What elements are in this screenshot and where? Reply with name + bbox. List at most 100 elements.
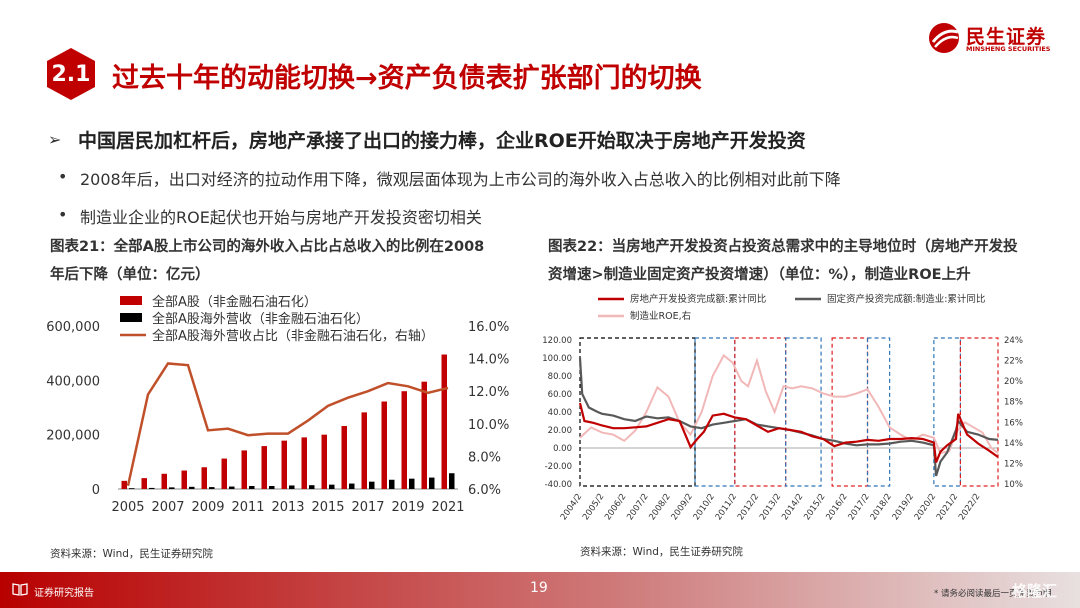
right-axis-tick-label: 14% — [1004, 439, 1023, 449]
left-axis-tick-label: -40.00 — [545, 480, 572, 490]
key-point-heading: 中国居民加杠杆后，房地产承接了出口的接力棒，企业ROE开始取决于房地产开发投资 — [78, 130, 806, 152]
x-axis-tick-label: 2011 — [231, 500, 264, 515]
x-axis-tick-label: 2019/2 — [891, 492, 916, 522]
right-chart-source: 资料来源：Wind，民生证券研究院 — [580, 546, 743, 558]
bar-overseas-revenue — [409, 478, 415, 489]
right-axis-tick-label: 6.0% — [468, 483, 501, 498]
right-chart-title: 图表22：当房地产开发投资占投资总需求中的主导地位时（房地产开发投 资增速>制造… — [548, 239, 1018, 283]
left-axis-tick-label: -20.00 — [545, 462, 572, 472]
right-axis-tick-label: 14.0% — [468, 353, 509, 368]
footer-bar — [0, 572, 1080, 608]
bar-overseas-revenue — [349, 483, 355, 489]
x-axis-tick-label: 2021 — [431, 500, 464, 515]
bullet-dot-icon: • — [58, 167, 68, 186]
bar-total-revenue — [121, 480, 127, 489]
footer-label: 证券研究报告 — [34, 588, 94, 599]
bar-total-revenue — [221, 458, 227, 489]
legend-swatch — [120, 296, 142, 305]
hexagon-icon — [47, 48, 95, 100]
bar-overseas-revenue — [389, 479, 395, 489]
disclaimer-note: * 请务必阅读最后一页免责声明 — [934, 589, 1052, 599]
bullet-text-2: 制造业企业的ROE起伏也开始与房地产开发投资密切相关 — [80, 208, 482, 227]
x-axis-tick-label: 2015 — [311, 500, 344, 515]
bar-overseas-revenue — [129, 488, 135, 489]
brand-name-cn: 民生证券 — [966, 26, 1047, 48]
x-axis-tick-label: 2012/2 — [736, 492, 761, 522]
left-axis-tick-label: 80.00 — [548, 372, 572, 382]
left-axis-tick-label: 60.00 — [548, 390, 572, 400]
left-axis-tick-label: 200,000 — [46, 429, 100, 444]
right-axis-tick-label: 10.0% — [468, 418, 509, 433]
bar-total-revenue — [201, 467, 207, 489]
right-axis-tick-label: 10% — [1004, 480, 1023, 490]
left-axis-tick-label: 100.00 — [542, 354, 572, 364]
page-number: 19 — [530, 580, 548, 596]
x-axis-tick-label: 2009 — [191, 500, 224, 515]
x-axis-tick-label: 2014/2 — [780, 492, 805, 522]
legend-label: 房地产开发投资完成额:累计同比 — [630, 293, 766, 305]
x-axis-tick-label: 2007 — [151, 500, 184, 515]
legend-label: 全部A股海外营收（非金融石油石化） — [152, 311, 369, 327]
legend-label: 固定资产投资完成额:制造业:累计同比 — [827, 293, 985, 305]
x-axis-tick-label: 2019 — [391, 500, 424, 515]
bar-total-revenue — [181, 470, 187, 489]
bar-overseas-revenue — [169, 487, 175, 489]
series-line-3 — [579, 353, 999, 455]
bar-total-revenue — [401, 391, 407, 489]
period-box-red — [734, 337, 787, 487]
bar-total-revenue — [381, 401, 387, 489]
x-axis-tick-label: 2013 — [271, 500, 304, 515]
bar-overseas-revenue — [449, 473, 455, 489]
bar-total-revenue — [301, 437, 307, 489]
x-axis-tick-label: 2005 — [111, 500, 144, 515]
x-axis-tick-label: 2011/2 — [714, 492, 739, 522]
right-axis-tick-label: 18% — [1004, 398, 1023, 408]
brand-logo-icon — [929, 23, 959, 53]
right-axis-tick-label: 12% — [1004, 459, 1023, 469]
brand-logo: 民生证券 MINSHENG SECURITIES — [928, 22, 1058, 56]
bar-overseas-revenue — [309, 485, 315, 489]
bar-total-revenue — [281, 440, 287, 489]
right-axis-tick-label: 12.0% — [468, 385, 509, 400]
x-axis-tick-label: 2013/2 — [758, 492, 783, 522]
left-axis-tick-label: 0 — [92, 483, 100, 498]
left-axis-tick-label: 400,000 — [46, 374, 100, 389]
x-axis-tick-label: 2022/2 — [957, 492, 982, 522]
bar-total-revenue — [421, 381, 427, 489]
bar-total-revenue — [241, 450, 247, 489]
x-axis-tick-label: 2021/2 — [935, 492, 960, 522]
left-axis-tick-label: 600,000 — [46, 320, 100, 335]
page-title: 过去十年的动能切换→资产负债表扩张部门的切换 — [112, 63, 702, 94]
bar-overseas-revenue — [329, 484, 335, 489]
right-axis-tick-label: 16.0% — [468, 320, 509, 335]
line-overseas-share — [126, 362, 449, 487]
x-axis-tick-label: 2007/2 — [625, 492, 650, 522]
x-axis-tick-label: 2017/2 — [846, 492, 871, 522]
period-box-blue — [933, 337, 962, 487]
bar-total-revenue — [361, 412, 367, 489]
section-number: 2.1 — [51, 61, 91, 87]
bar-overseas-revenue — [289, 485, 295, 489]
legend-swatch — [120, 313, 142, 322]
bar-total-revenue — [341, 425, 347, 489]
bar-overseas-revenue — [369, 481, 375, 489]
left-axis-tick-label: 120.00 — [542, 336, 572, 346]
left-chart-source: 资料来源：Wind，民生证券研究院 — [50, 548, 213, 560]
x-axis-tick-label: 2009/2 — [670, 492, 695, 522]
bullet-text-1: 2008年后，出口对经济的拉动作用下降，微观层面体现为上市公司的海外收入占总收入… — [80, 170, 841, 189]
bar-total-revenue — [321, 434, 327, 489]
x-axis-tick-label: 2020/2 — [913, 492, 938, 522]
bar-overseas-revenue — [189, 486, 195, 489]
bar-overseas-revenue — [209, 487, 215, 489]
bar-overseas-revenue — [269, 486, 275, 489]
legend-label: 全部A股海外营收占比（非金融石油石化，右轴） — [152, 328, 434, 344]
x-axis-tick-label: 2017 — [351, 500, 384, 515]
export-share-chart: 0 200,000 400,000 600,000 6.0% 8.0% 10.0% 12.0%… — [46, 294, 509, 515]
bar-total-revenue — [441, 354, 447, 489]
left-axis-tick-label: 0.00 — [553, 444, 572, 454]
x-axis-tick-label: 2005/2 — [581, 492, 606, 522]
bar-total-revenue — [261, 446, 267, 489]
bar-overseas-revenue — [429, 477, 435, 489]
bar-overseas-revenue — [249, 486, 255, 489]
bullet-dot-icon: • — [58, 205, 68, 224]
